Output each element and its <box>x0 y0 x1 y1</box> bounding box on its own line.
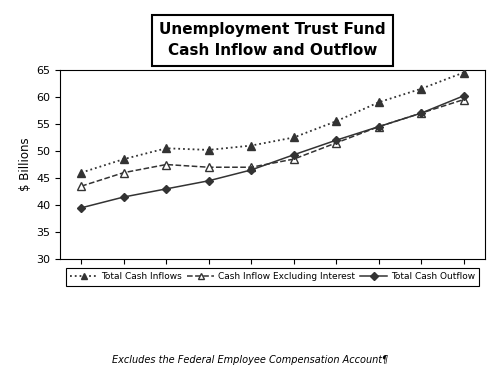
Text: Unemployment Trust Fund
Cash Inflow and Outflow: Unemployment Trust Fund Cash Inflow and … <box>159 22 386 58</box>
Y-axis label: $ Billions: $ Billions <box>19 138 32 191</box>
Text: Excludes the Federal Employee Compensation Account¶: Excludes the Federal Employee Compensati… <box>112 355 388 365</box>
Legend: Total Cash Inflows, Cash Inflow Excluding Interest, Total Cash Outflow: Total Cash Inflows, Cash Inflow Excludin… <box>66 268 480 286</box>
